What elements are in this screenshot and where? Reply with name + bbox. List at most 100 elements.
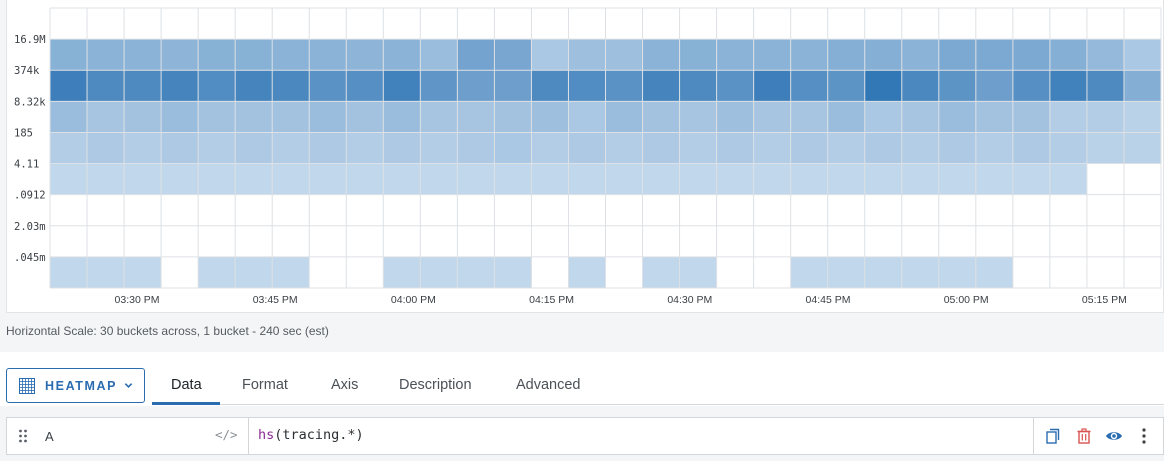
- query-row: A </> hs(tracing.*): [6, 417, 1164, 455]
- heatmap-cell: [642, 39, 680, 71]
- heatmap-cell: [790, 163, 828, 195]
- heatmap-cell: [494, 101, 532, 133]
- heatmap-cell: [272, 39, 310, 71]
- heatmap-cell: [124, 163, 162, 195]
- query-divider: [248, 418, 249, 454]
- query-input[interactable]: hs(tracing.*): [258, 427, 364, 443]
- heatmap-cell: [50, 163, 88, 195]
- heatmap-cell: [161, 163, 199, 195]
- code-toggle-icon[interactable]: </>: [215, 427, 238, 442]
- heatmap-cell: [568, 132, 606, 164]
- y-tick-label: .045m: [14, 252, 46, 264]
- heatmap-cell: [1049, 70, 1087, 102]
- heatmap-cell: [198, 256, 236, 288]
- heatmap-cell: [975, 101, 1013, 133]
- heatmap-cell: [1049, 101, 1087, 133]
- heatmap-cell: [161, 132, 199, 164]
- query-function: hs: [258, 427, 275, 443]
- heatmap-cell: [642, 101, 680, 133]
- heatmap-cell: [272, 101, 310, 133]
- heatmap-cell: [420, 163, 458, 195]
- visualization-type-select[interactable]: HEATMAP: [6, 368, 145, 403]
- editor-tabs-bar: HEATMAP Data Format Axis Description Adv…: [0, 352, 1164, 406]
- heatmap-cell: [420, 70, 458, 102]
- heatmap-cell: [790, 39, 828, 71]
- heatmap-cell: [272, 132, 310, 164]
- heatmap-cell: [642, 163, 680, 195]
- trash-icon[interactable]: [1075, 427, 1093, 445]
- heatmap-cell: [1012, 163, 1050, 195]
- heatmap-cell: [494, 70, 532, 102]
- x-tick-label: 03:30 PM: [115, 294, 160, 306]
- tab-axis[interactable]: Axis: [331, 377, 359, 393]
- heatmap-cell: [50, 256, 88, 288]
- active-tab-indicator: [152, 402, 220, 405]
- heatmap-cell: [198, 70, 236, 102]
- heatmap-cell: [568, 70, 606, 102]
- heatmap-cell: [827, 256, 865, 288]
- heatmap-cell: [1123, 132, 1161, 164]
- heatmap-cell: [790, 132, 828, 164]
- query-name[interactable]: A: [45, 429, 54, 444]
- tab-description[interactable]: Description: [399, 377, 472, 393]
- heatmap-cell: [975, 256, 1013, 288]
- heatmap-cell: [753, 101, 791, 133]
- heatmap-cell: [568, 256, 606, 288]
- heatmap-cell: [1012, 70, 1050, 102]
- heatmap-cell: [938, 132, 976, 164]
- heatmap-cell: [420, 132, 458, 164]
- heatmap-cell: [198, 39, 236, 71]
- x-tick-label: 03:45 PM: [253, 294, 298, 306]
- heatmap-cell: [198, 132, 236, 164]
- drag-handle-icon[interactable]: [18, 429, 28, 443]
- more-vertical-icon[interactable]: [1135, 427, 1153, 445]
- y-tick-label: 8.32k: [14, 96, 46, 108]
- heatmap-cell: [753, 70, 791, 102]
- heatmap-cell: [383, 70, 421, 102]
- heatmap-cell: [235, 132, 273, 164]
- heatmap-cell: [272, 256, 310, 288]
- eye-icon[interactable]: [1105, 427, 1123, 445]
- heatmap-cell: [161, 101, 199, 133]
- heatmap-cell: [457, 132, 495, 164]
- heatmap-cell: [827, 39, 865, 71]
- y-tick-label: 185: [14, 127, 33, 139]
- heatmap-cell: [383, 256, 421, 288]
- y-tick-label: .0912: [14, 190, 46, 202]
- heatmap-cell: [1049, 132, 1087, 164]
- heatmap-cell: [1086, 70, 1124, 102]
- heatmap-cell: [457, 39, 495, 71]
- heatmap-cell: [716, 163, 754, 195]
- heatmap-cell: [346, 39, 384, 71]
- heatmap-cell: [864, 39, 902, 71]
- heatmap-cell: [864, 70, 902, 102]
- heatmap-cell: [457, 163, 495, 195]
- heatmap-cell: [272, 70, 310, 102]
- heatmap-cell: [864, 256, 902, 288]
- x-tick-label: 04:00 PM: [391, 294, 436, 306]
- heatmap-cell: [753, 132, 791, 164]
- heatmap-cell: [605, 132, 643, 164]
- tab-data[interactable]: Data: [171, 377, 202, 393]
- heatmap-cell: [531, 163, 569, 195]
- copy-icon[interactable]: [1044, 427, 1062, 445]
- tab-format[interactable]: Format: [242, 377, 288, 393]
- heatmap-cell: [901, 163, 939, 195]
- heatmap-cell: [309, 132, 347, 164]
- x-tick-label: 04:15 PM: [529, 294, 574, 306]
- heatmap-cell: [124, 70, 162, 102]
- x-tick-label: 05:00 PM: [944, 294, 989, 306]
- y-tick-label: 4.11: [14, 159, 39, 171]
- horizontal-scale-caption: Horizontal Scale: 30 buckets across, 1 b…: [6, 324, 329, 338]
- heatmap-cell: [642, 256, 680, 288]
- heatmap-cell: [1049, 163, 1087, 195]
- heatmap-cell: [161, 70, 199, 102]
- heatmap-cell: [198, 101, 236, 133]
- heatmap-cell: [827, 132, 865, 164]
- heatmap-cell: [975, 163, 1013, 195]
- heatmap-cell: [679, 163, 717, 195]
- heatmap-cell: [864, 132, 902, 164]
- tab-advanced[interactable]: Advanced: [516, 377, 581, 393]
- heatmap-cell: [309, 163, 347, 195]
- heatmap-cell: [87, 256, 125, 288]
